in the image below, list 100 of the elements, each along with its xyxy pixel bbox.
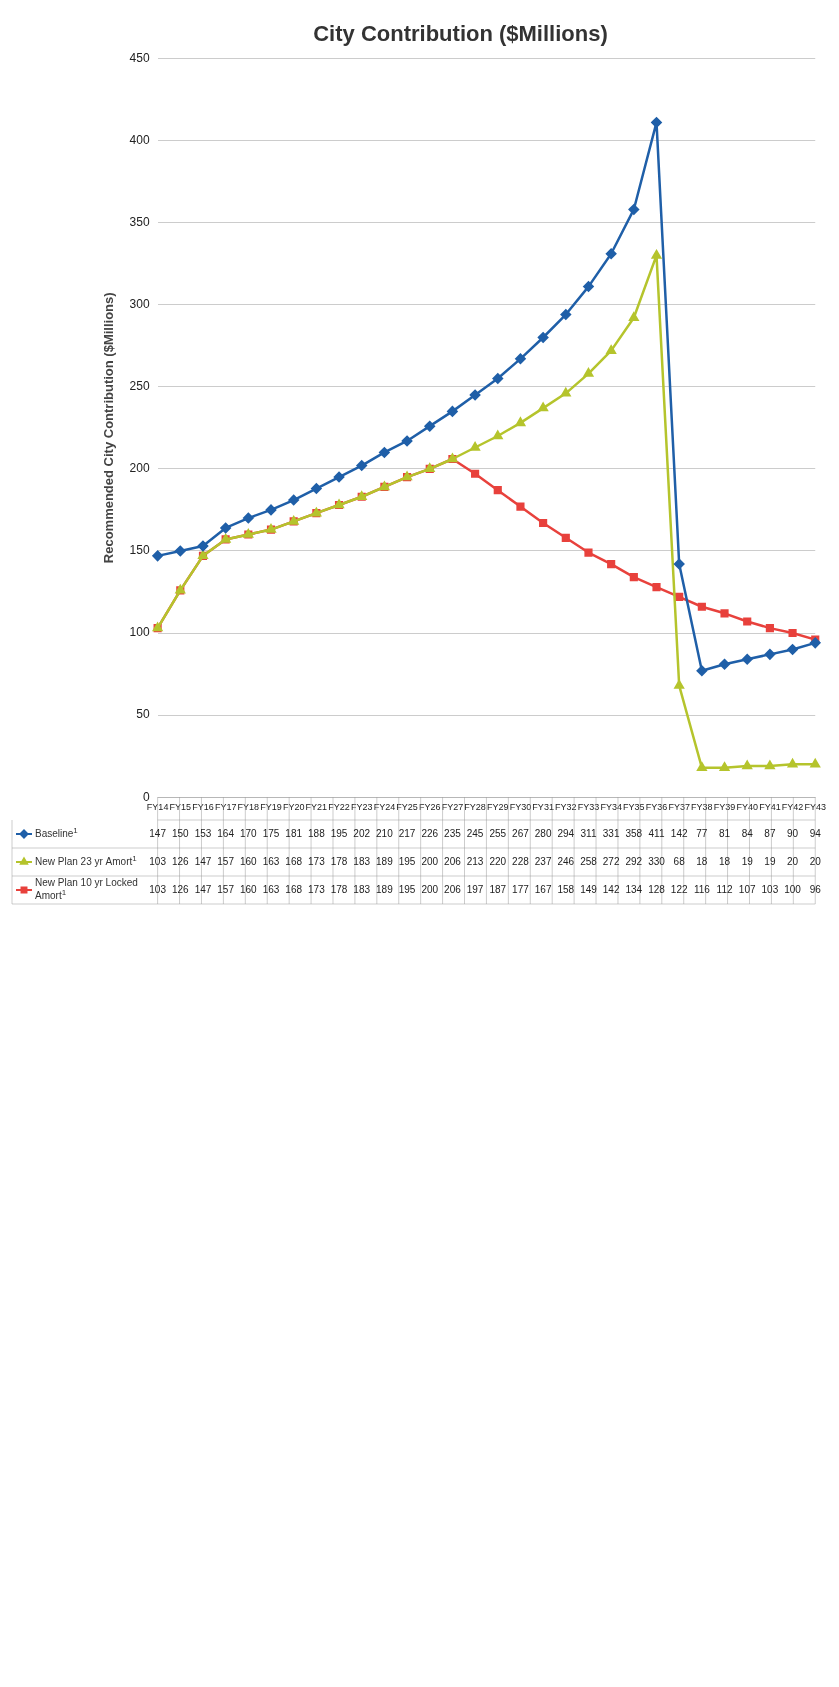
data-label: 245 <box>466 827 484 839</box>
data-label: 142 <box>670 827 688 839</box>
data-label: 178 <box>330 855 348 867</box>
data-label: 103 <box>149 883 167 895</box>
x-tick-label: FY25 <box>396 802 418 813</box>
data-label: 163 <box>262 883 280 895</box>
x-tick-label: FY33 <box>577 802 600 813</box>
data-label: 126 <box>171 855 190 867</box>
data-label: 202 <box>353 827 371 839</box>
x-tick-label: FY41 <box>759 802 781 813</box>
data-label: 330 <box>648 855 666 867</box>
data-label: 206 <box>444 855 462 867</box>
x-tick-label: FY14 <box>146 802 169 813</box>
x-tick-label: FY40 <box>736 802 758 813</box>
x-tick-label: FY27 <box>441 802 464 813</box>
x-tick-label: FY28 <box>464 802 486 813</box>
data-label: 149 <box>580 883 598 895</box>
data-label: 87 <box>764 827 776 839</box>
data-label: 206 <box>444 883 462 895</box>
data-label: 94 <box>809 827 822 839</box>
y-tick-label: 0 <box>142 789 150 804</box>
data-label: 150 <box>171 827 190 839</box>
data-label: 112 <box>716 883 733 895</box>
data-label: 235 <box>444 827 462 839</box>
data-label: 255 <box>489 827 507 839</box>
data-label: 178 <box>330 883 348 895</box>
y-axis-title: Recommended City Contribution ($Millions) <box>101 292 117 564</box>
data-label: 189 <box>376 855 394 867</box>
data-label: 157 <box>217 883 235 895</box>
y-tick-label: 150 <box>129 543 150 558</box>
y-tick-label: 350 <box>129 214 150 229</box>
x-tick-label: FY18 <box>237 802 260 813</box>
x-tick-label: FY17 <box>214 802 237 813</box>
x-tick-label: FY37 <box>668 802 690 813</box>
data-label: 195 <box>398 883 416 895</box>
data-label: 188 <box>308 827 326 839</box>
data-label: 103 <box>149 855 167 867</box>
data-label: 163 <box>262 855 280 867</box>
data-label: 246 <box>557 855 575 867</box>
data-label: 177 <box>512 883 530 895</box>
y-tick-label: 300 <box>129 296 150 311</box>
data-label: 167 <box>534 883 552 895</box>
data-label: 173 <box>308 883 326 895</box>
data-label: 170 <box>239 827 258 839</box>
data-label: 197 <box>466 883 484 895</box>
data-label: 292 <box>625 855 643 867</box>
data-label: 147 <box>194 883 212 895</box>
data-label: 210 <box>376 827 394 839</box>
x-tick-label: FY22 <box>328 802 350 813</box>
x-tick-label: FY35 <box>623 802 645 813</box>
data-label: 134 <box>625 883 643 895</box>
data-label: 237 <box>534 855 552 867</box>
data-label: 213 <box>466 855 484 867</box>
data-label: 100 <box>784 883 802 895</box>
data-label: 19 <box>741 855 754 867</box>
data-label: 20 <box>787 855 799 867</box>
data-label: 168 <box>285 855 303 867</box>
y-tick-label: 250 <box>129 379 150 394</box>
data-label: 331 <box>602 827 620 839</box>
data-label: 103 <box>761 883 779 895</box>
data-label: 358 <box>625 827 643 839</box>
x-tick-label: FY38 <box>691 802 713 813</box>
y-tick-label: 50 <box>136 707 150 722</box>
x-tick-label: FY15 <box>169 802 192 813</box>
x-tick-label: FY21 <box>305 802 328 813</box>
data-label: 411 <box>648 827 665 839</box>
x-tick-label: FY24 <box>373 802 396 813</box>
data-label: 160 <box>239 883 258 895</box>
y-tick-label: 450 <box>129 50 150 65</box>
data-label: 267 <box>512 827 530 839</box>
data-label: 294 <box>557 827 575 839</box>
data-label: 147 <box>149 827 167 839</box>
data-label: 200 <box>421 883 439 895</box>
data-label: 157 <box>217 855 235 867</box>
y-tick-label: 100 <box>129 625 150 640</box>
chart-title: City Contribution ($Millions) <box>313 21 608 47</box>
data-label: 226 <box>421 827 439 839</box>
data-label: 116 <box>693 883 711 895</box>
data-label: 128 <box>648 883 666 895</box>
data-label: 280 <box>534 827 552 839</box>
x-tick-label: FY31 <box>532 802 554 813</box>
data-label: 68 <box>673 855 686 867</box>
y-tick-label: 400 <box>129 132 150 147</box>
x-tick-label: FY19 <box>260 802 282 813</box>
data-label: 200 <box>421 855 439 867</box>
data-label: 77 <box>696 827 708 839</box>
data-label: 90 <box>787 827 799 839</box>
x-tick-label: FY32 <box>555 802 577 813</box>
x-tick-label: FY43 <box>804 802 826 813</box>
data-label: 81 <box>718 827 731 839</box>
data-label: 153 <box>194 827 212 839</box>
data-label: 96 <box>809 883 822 895</box>
x-tick-label: FY34 <box>600 802 622 813</box>
data-label: 258 <box>580 855 598 867</box>
x-tick-label: FY16 <box>192 802 214 813</box>
x-tick-label: FY36 <box>645 802 668 813</box>
data-label: 107 <box>738 883 756 895</box>
data-label: 160 <box>239 855 258 867</box>
data-label: 122 <box>670 883 688 895</box>
data-label: 220 <box>489 855 507 867</box>
